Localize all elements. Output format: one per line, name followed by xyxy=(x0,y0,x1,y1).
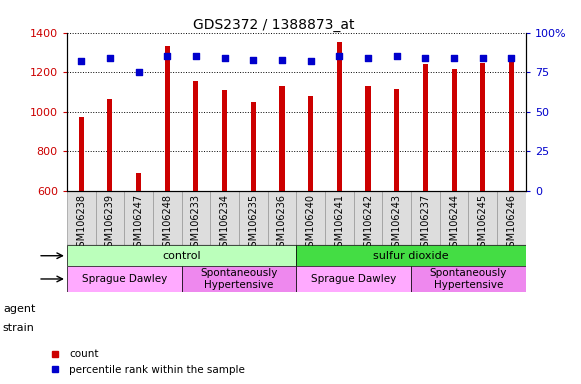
Text: agent: agent xyxy=(3,304,35,314)
Point xyxy=(105,55,114,61)
Point xyxy=(277,56,286,63)
Bar xyxy=(509,58,514,191)
Text: GSM106237: GSM106237 xyxy=(421,194,431,253)
Point xyxy=(306,58,315,64)
Bar xyxy=(164,46,170,191)
Point xyxy=(249,56,258,63)
Bar xyxy=(136,173,141,191)
Text: Sprague Dawley: Sprague Dawley xyxy=(311,274,396,284)
Text: GSM106238: GSM106238 xyxy=(76,194,86,253)
Bar xyxy=(296,266,411,292)
Bar xyxy=(78,117,84,191)
Point xyxy=(421,55,430,61)
Bar xyxy=(95,191,124,245)
Text: GSM106234: GSM106234 xyxy=(220,194,229,253)
Point xyxy=(191,53,200,60)
Point xyxy=(220,55,229,61)
Point xyxy=(392,53,401,60)
Bar xyxy=(480,63,485,191)
Bar xyxy=(181,266,296,292)
Text: GSM106248: GSM106248 xyxy=(162,194,172,253)
Bar xyxy=(411,266,526,292)
Bar xyxy=(308,96,313,191)
Bar xyxy=(423,64,428,191)
Bar xyxy=(67,266,181,292)
Text: GSM106241: GSM106241 xyxy=(334,194,345,253)
Text: GSM106245: GSM106245 xyxy=(478,194,488,253)
Point xyxy=(163,53,172,60)
Bar xyxy=(296,245,526,266)
Bar xyxy=(268,191,296,245)
Bar xyxy=(394,89,399,191)
Point xyxy=(335,53,344,60)
Text: GSM106233: GSM106233 xyxy=(191,194,201,253)
Text: Sprague Dawley: Sprague Dawley xyxy=(81,274,167,284)
Text: GSM106242: GSM106242 xyxy=(363,194,373,253)
Point xyxy=(507,55,516,61)
Bar xyxy=(250,102,256,191)
Bar xyxy=(440,191,468,245)
Text: control: control xyxy=(162,251,201,261)
Bar xyxy=(411,191,440,245)
Text: GSM106247: GSM106247 xyxy=(134,194,144,253)
Bar xyxy=(222,90,227,191)
Text: sulfur dioxide: sulfur dioxide xyxy=(373,251,449,261)
Text: GSM106243: GSM106243 xyxy=(392,194,401,253)
Text: Spontaneously
Hypertensive: Spontaneously Hypertensive xyxy=(430,268,507,290)
Text: GSM106236: GSM106236 xyxy=(277,194,287,253)
Bar xyxy=(354,191,382,245)
Point xyxy=(134,69,143,75)
Bar xyxy=(468,191,497,245)
Text: GSM106235: GSM106235 xyxy=(248,194,259,253)
Bar xyxy=(279,86,285,191)
Point xyxy=(478,55,487,61)
Text: GSM106240: GSM106240 xyxy=(306,194,315,253)
Legend: count, percentile rank within the sample: count, percentile rank within the sample xyxy=(40,345,249,379)
Bar xyxy=(382,191,411,245)
Bar xyxy=(67,245,296,266)
Bar xyxy=(124,191,153,245)
Bar xyxy=(296,191,325,245)
Point xyxy=(450,55,459,61)
Text: GSM106246: GSM106246 xyxy=(507,194,517,253)
Text: Spontaneously
Hypertensive: Spontaneously Hypertensive xyxy=(200,268,278,290)
Bar xyxy=(181,191,210,245)
Bar xyxy=(67,191,95,245)
Bar xyxy=(497,191,526,245)
Text: GSM106239: GSM106239 xyxy=(105,194,115,253)
Point xyxy=(77,58,86,64)
Bar xyxy=(107,99,113,191)
Bar xyxy=(210,191,239,245)
Bar xyxy=(153,191,182,245)
Bar xyxy=(365,86,371,191)
Bar xyxy=(239,191,268,245)
Point xyxy=(363,55,372,61)
Text: strain: strain xyxy=(3,323,35,333)
Title: GDS2372 / 1388873_at: GDS2372 / 1388873_at xyxy=(193,18,354,31)
Bar xyxy=(325,191,354,245)
Bar xyxy=(337,41,342,191)
Text: GSM106244: GSM106244 xyxy=(449,194,459,253)
Bar xyxy=(451,69,457,191)
Bar xyxy=(193,81,199,191)
